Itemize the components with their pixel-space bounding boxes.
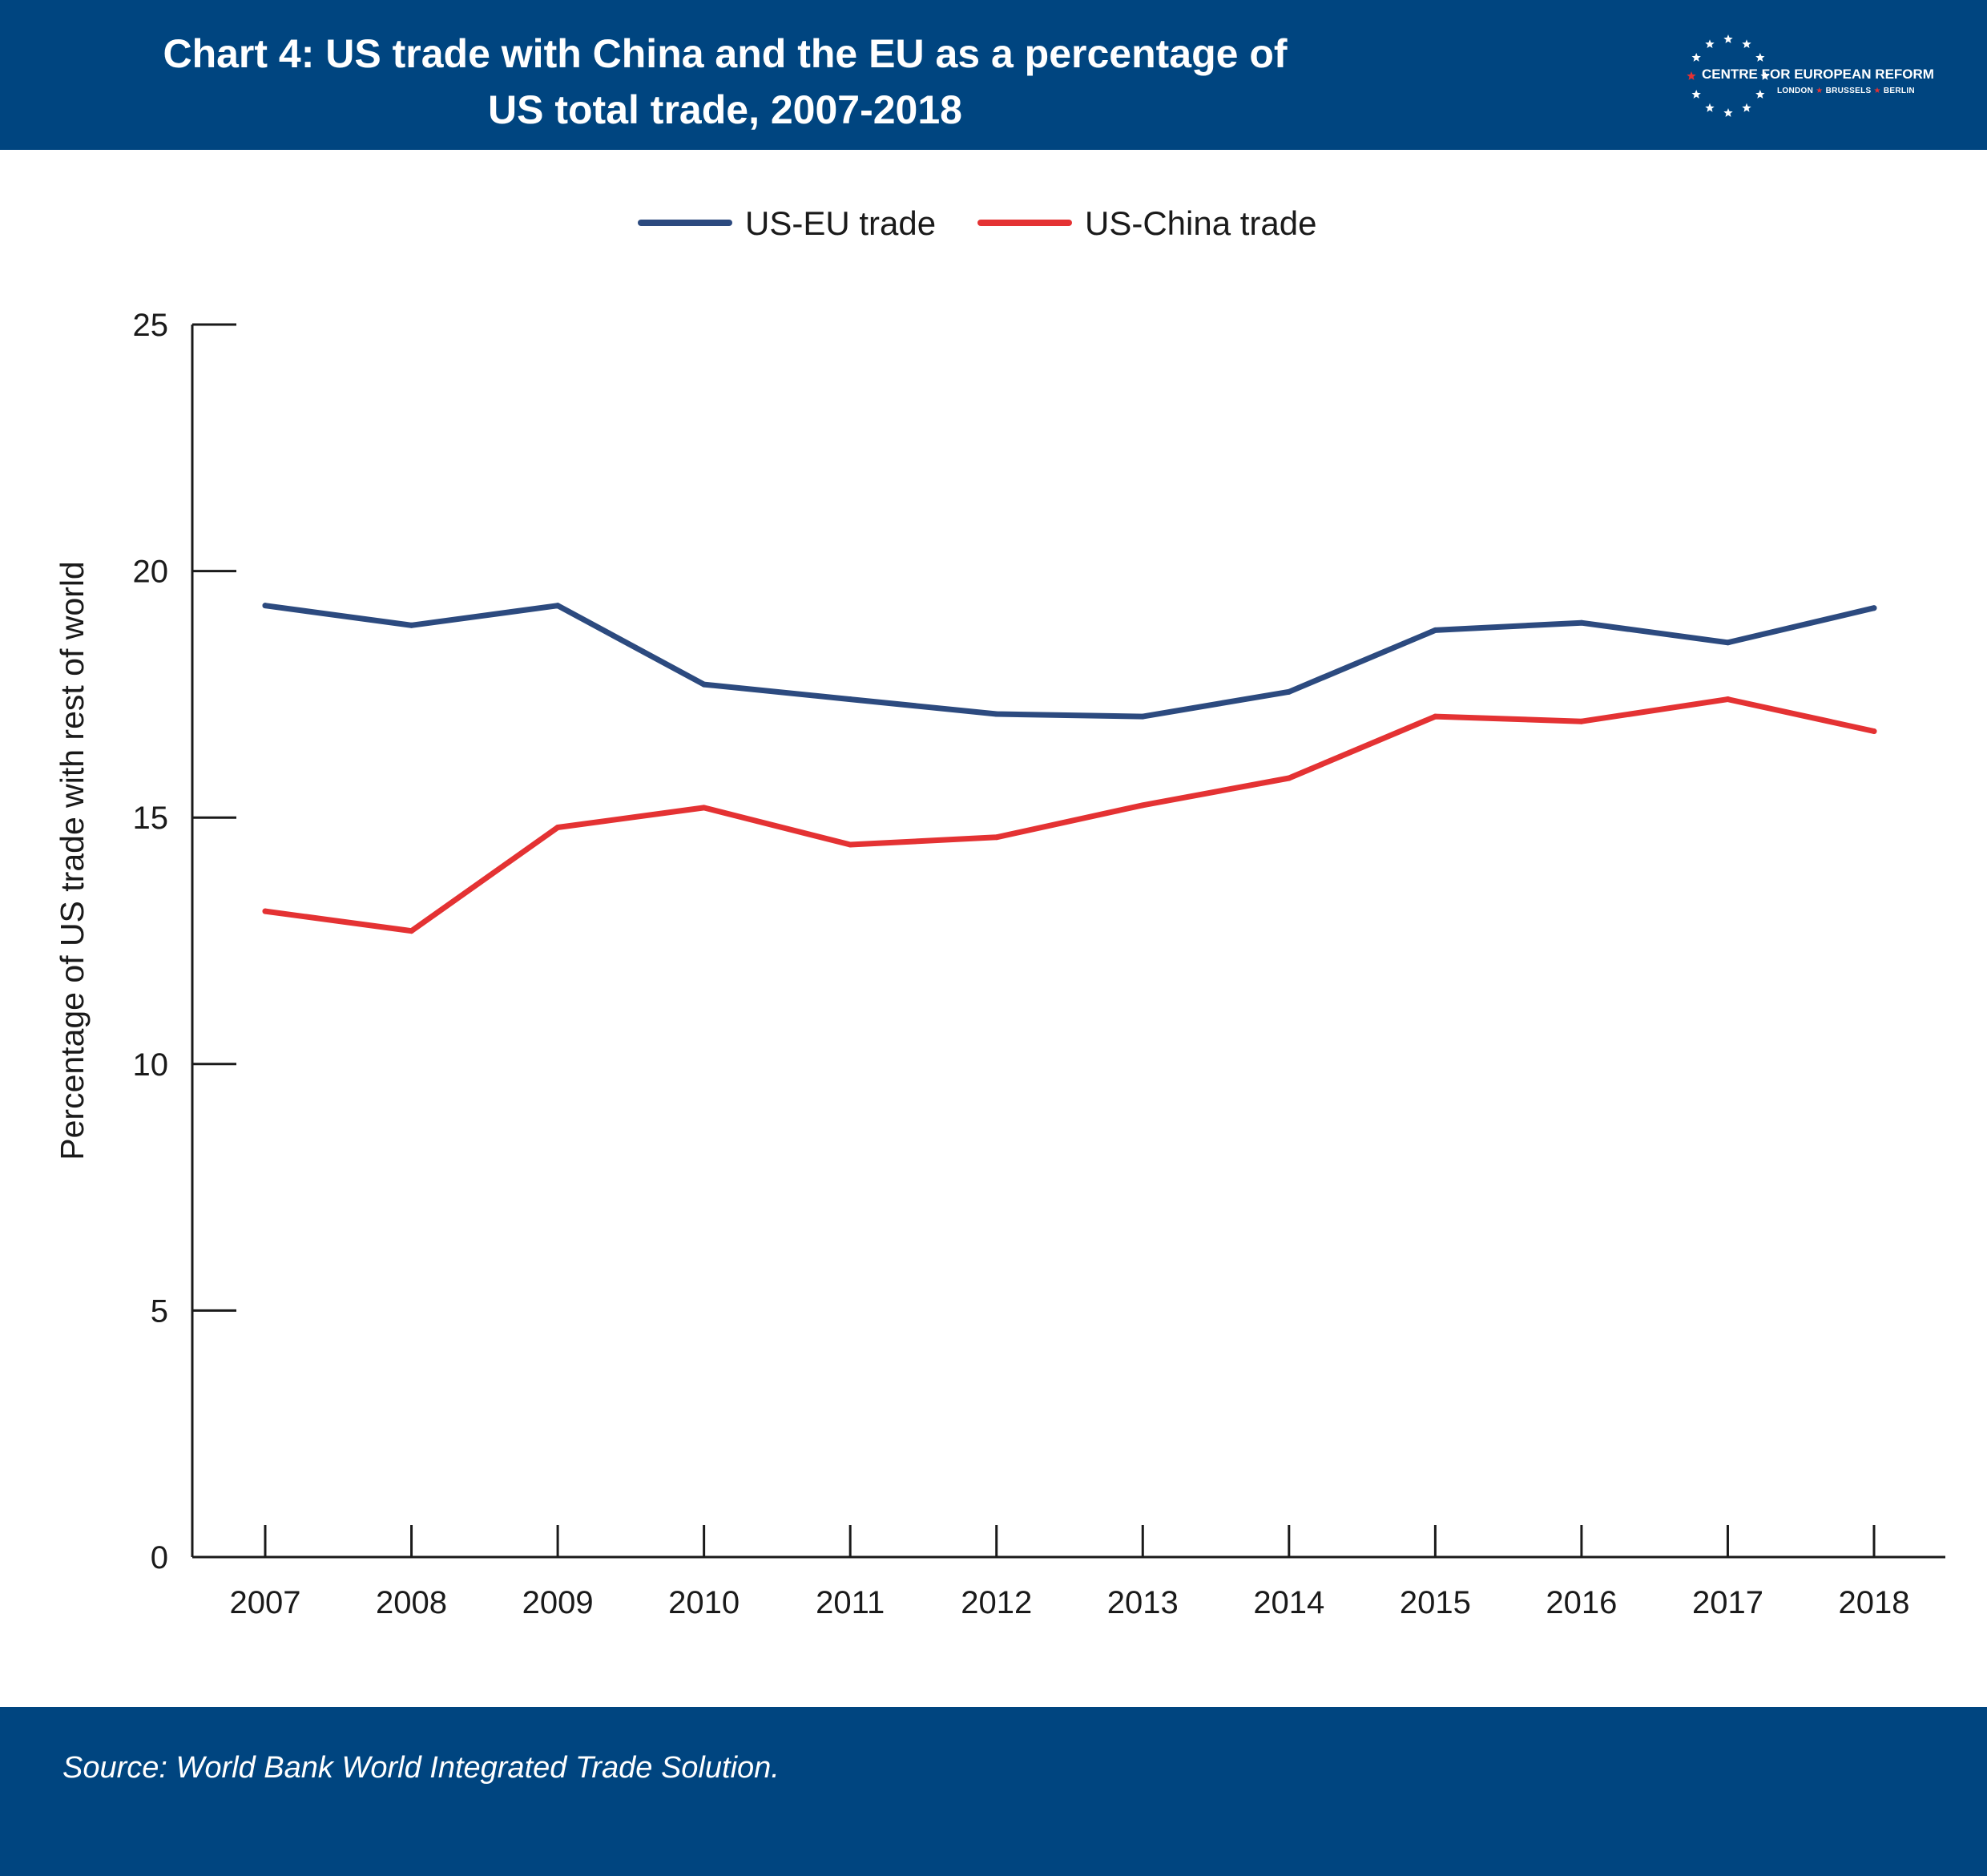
line-chart: US-EU trade US-China trade Percentage of …	[54, 204, 1945, 1620]
data-point	[1139, 713, 1146, 720]
y-ticks: 0 5 10 15 20 25	[133, 308, 236, 1575]
logo-city-london: LONDON	[1777, 87, 1814, 95]
x-tick-label: 2017	[1692, 1585, 1763, 1620]
logo-name: CENTRE FOR EUROPEAN REFORM	[1702, 67, 1934, 82]
x-tick-label: 2012	[961, 1585, 1032, 1620]
logo-star	[1691, 90, 1701, 99]
logo-star	[1687, 71, 1696, 80]
legend-label: US-China trade	[1085, 204, 1316, 242]
logo-city-berlin: BERLIN	[1883, 87, 1915, 95]
data-point	[554, 825, 561, 831]
logo-star	[1755, 90, 1765, 99]
series-line-1	[262, 696, 1877, 934]
logo-star	[1723, 34, 1733, 43]
data-point	[1871, 728, 1877, 735]
data-point	[1578, 619, 1585, 626]
axes	[191, 325, 1945, 1559]
header-bar: Chart 4: US trade with China and the EU …	[0, 0, 1987, 150]
logo-star	[1723, 108, 1733, 117]
data-point	[847, 841, 853, 848]
data-point	[409, 928, 415, 934]
data-point	[701, 681, 707, 688]
x-ticks: 2007 2008 2009 2010 2011 2012 2013 2014 2015 2016…	[230, 1525, 1910, 1620]
logo-star	[1755, 53, 1765, 62]
data-point	[1724, 639, 1731, 646]
y-tick-label: 5	[151, 1293, 168, 1329]
y-tick-label: 0	[151, 1540, 168, 1575]
logo-star	[1742, 103, 1751, 112]
data-point	[847, 696, 853, 703]
data-point	[262, 908, 268, 914]
x-tick-label: 2009	[522, 1585, 594, 1620]
logo-star	[1705, 39, 1715, 48]
x-tick-label: 2013	[1107, 1585, 1179, 1620]
series-lines	[262, 603, 1877, 934]
series-line-0	[262, 603, 1877, 720]
logo-star	[1691, 53, 1701, 62]
data-point	[262, 603, 268, 609]
data-point	[994, 711, 1000, 717]
x-tick-label: 2010	[668, 1585, 740, 1620]
x-tick-label: 2011	[816, 1585, 885, 1620]
y-tick-label: 15	[133, 801, 169, 836]
data-point	[994, 834, 1000, 841]
data-point	[1286, 688, 1292, 695]
legend-label: US-EU trade	[745, 204, 936, 242]
x-tick-label: 2014	[1253, 1585, 1324, 1620]
data-point	[1432, 713, 1438, 720]
x-tick-label: 2016	[1546, 1585, 1617, 1620]
x-tick-label: 2015	[1400, 1585, 1471, 1620]
y-tick-label: 10	[133, 1047, 169, 1083]
cer-stars-logo	[1687, 34, 1770, 117]
y-tick-label: 20	[133, 555, 169, 590]
x-tick-label: 2008	[376, 1585, 447, 1620]
logo-city-brussels: BRUSSELS	[1825, 87, 1872, 95]
data-point	[554, 603, 561, 609]
footer-bar	[0, 1707, 1987, 1876]
data-point	[1139, 802, 1146, 809]
logo-star	[1742, 39, 1751, 48]
chart-title-line-1: Chart 4: US trade with China and the EU …	[163, 31, 1288, 76]
y-tick-label: 25	[133, 308, 169, 343]
y-axis-title: Percentage of US trade with rest of worl…	[54, 561, 91, 1160]
data-point	[409, 622, 415, 628]
logo-star	[1760, 71, 1770, 80]
source-note: Source: World Bank World Integrated Trad…	[62, 1751, 780, 1785]
x-tick-label: 2018	[1839, 1585, 1910, 1620]
legend: US-EU trade US-China trade	[638, 204, 1316, 242]
data-point	[1286, 775, 1292, 781]
x-tick-label: 2007	[230, 1585, 301, 1620]
chart-title-line-2: US total trade, 2007-2018	[488, 87, 962, 132]
data-point	[1432, 627, 1438, 633]
data-point	[1724, 696, 1731, 703]
data-point	[1578, 718, 1585, 724]
data-point	[701, 805, 707, 811]
logo-star	[1705, 103, 1715, 112]
data-point	[1871, 605, 1877, 611]
logo-cities: LONDON ★ BRUSSELS ★ BERLIN	[1777, 87, 1915, 95]
